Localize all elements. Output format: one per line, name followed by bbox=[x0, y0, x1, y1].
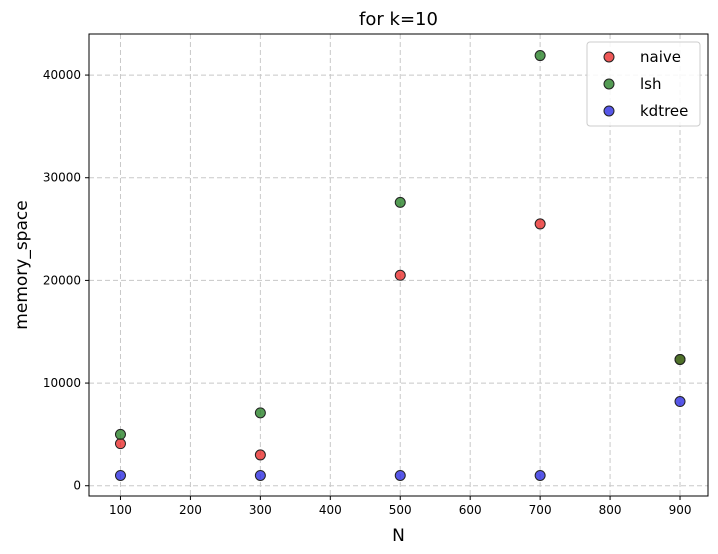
y-tick-label: 10000 bbox=[43, 376, 81, 390]
point-kdtree bbox=[254, 469, 266, 481]
x-axis-label: N bbox=[392, 526, 405, 546]
legend-label-naive: naive bbox=[640, 48, 681, 66]
legend-marker-naive bbox=[603, 51, 615, 63]
legend-box bbox=[586, 41, 701, 127]
point-kdtree bbox=[534, 469, 546, 481]
x-tick-label: 800 bbox=[599, 503, 622, 517]
x-tick-label: 600 bbox=[459, 503, 482, 517]
x-tick-label: 200 bbox=[179, 503, 202, 517]
legend: naive lsh kdtree bbox=[586, 41, 701, 127]
point-kdtree bbox=[114, 469, 126, 481]
plot-frame bbox=[88, 33, 709, 497]
y-tick-label: 40000 bbox=[43, 68, 81, 82]
point-naive bbox=[254, 449, 266, 461]
x-tick-label: 100 bbox=[109, 503, 132, 517]
point-lsh bbox=[394, 196, 406, 208]
axis-ticks: 100 200 300 400 500 600 700 800 900 0 10000 20000 30… bbox=[43, 68, 692, 517]
point-naive bbox=[534, 218, 546, 230]
x-tick-label: 500 bbox=[389, 503, 412, 517]
point-lsh bbox=[254, 407, 266, 419]
point-lsh bbox=[114, 428, 126, 440]
y-tick-label: 20000 bbox=[43, 273, 81, 287]
legend-label-kdtree: kdtree bbox=[640, 102, 688, 120]
x-tick-label: 300 bbox=[249, 503, 272, 517]
x-tick-label: 400 bbox=[319, 503, 342, 517]
y-tick-label: 30000 bbox=[43, 171, 81, 185]
point-kdtree bbox=[674, 396, 686, 408]
chart-title: for k=10 bbox=[359, 9, 438, 30]
y-axis-label: memory_space bbox=[12, 200, 32, 329]
point-lsh bbox=[674, 353, 686, 365]
point-naive bbox=[394, 269, 406, 281]
legend-marker-kdtree bbox=[603, 105, 615, 117]
point-naive bbox=[114, 438, 126, 450]
point-lsh bbox=[534, 50, 546, 62]
point-kdtree bbox=[394, 469, 406, 481]
y-tick-label: 0 bbox=[73, 479, 81, 493]
x-tick-label: 900 bbox=[669, 503, 692, 517]
data-points bbox=[114, 50, 686, 481]
legend-marker-lsh bbox=[603, 78, 615, 90]
x-tick-label: 700 bbox=[529, 503, 552, 517]
legend-label-lsh: lsh bbox=[640, 75, 662, 93]
